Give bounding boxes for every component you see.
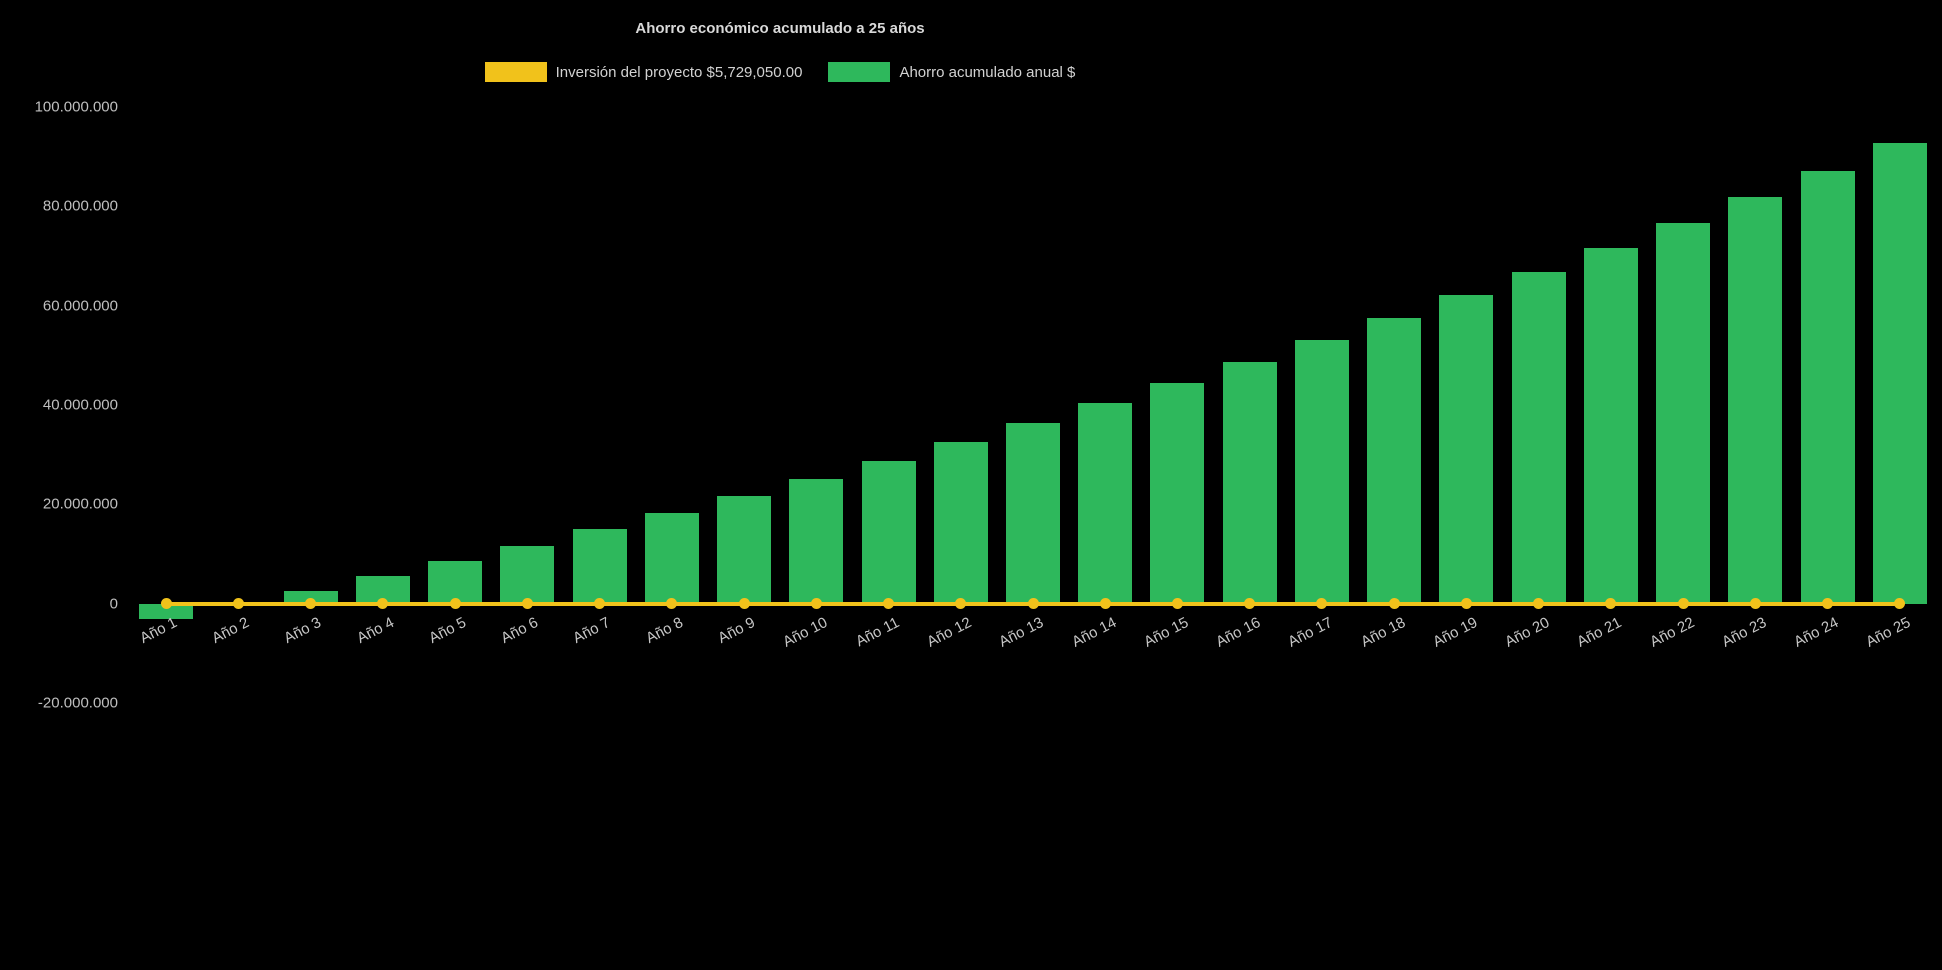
y-axis-tick-label: 100.000.000 (34, 98, 118, 116)
savings-bar[interactable] (789, 478, 844, 604)
investment-line-point[interactable] (1749, 598, 1761, 610)
savings-bar[interactable] (717, 495, 772, 604)
investment-line-point[interactable] (521, 598, 533, 610)
x-axis-label: Año 7 (570, 614, 614, 647)
x-axis-label: Año 16 (1213, 614, 1264, 651)
investment-line-point[interactable] (305, 598, 317, 610)
y-axis-tick-label: 0 (109, 595, 118, 613)
savings-bar[interactable] (1222, 361, 1277, 604)
investment-line-point[interactable] (1099, 598, 1111, 610)
y-axis-tick-label: 40.000.000 (42, 396, 118, 414)
savings-bar[interactable] (1367, 318, 1422, 604)
investment-line-point[interactable] (1822, 598, 1834, 610)
investment-line-point[interactable] (1460, 598, 1472, 610)
y-axis-tick-label: 20.000.000 (42, 495, 118, 513)
savings-bar[interactable] (1511, 271, 1566, 604)
investment-line-point[interactable] (232, 598, 244, 610)
savings-bar[interactable] (428, 560, 483, 604)
investment-line-point[interactable] (160, 598, 172, 610)
chart-legend: Inversión del proyecto $5,729,050.00 Aho… (0, 62, 1560, 82)
investment-line-point[interactable] (1894, 598, 1906, 610)
legend-label-savings: Ahorro acumulado anual $ (899, 63, 1076, 81)
savings-bar[interactable] (644, 512, 699, 604)
investment-line-point[interactable] (449, 598, 461, 610)
x-axis-label: Año 4 (353, 614, 397, 647)
savings-bar[interactable] (1872, 143, 1927, 604)
savings-bar[interactable] (1728, 196, 1783, 604)
x-axis-label: Año 24 (1791, 614, 1842, 651)
x-axis-label: Año 25 (1863, 614, 1914, 651)
x-axis-label: Año 13 (996, 614, 1047, 651)
investment-line-point[interactable] (1316, 598, 1328, 610)
x-axis-label: Año 10 (779, 614, 830, 651)
investment-line-point[interactable] (1677, 598, 1689, 610)
savings-bar[interactable] (283, 590, 338, 604)
investment-line-point[interactable] (594, 598, 606, 610)
x-axis-label: Año 6 (498, 614, 542, 647)
savings-bar[interactable] (1656, 222, 1711, 604)
x-axis-label: Año 18 (1357, 614, 1408, 651)
savings-bar[interactable] (861, 460, 916, 604)
savings-bar[interactable] (1078, 403, 1133, 604)
investment-line-point[interactable] (666, 598, 678, 610)
x-axis-label: Año 14 (1068, 614, 1119, 651)
investment-line-point[interactable] (377, 598, 389, 610)
savings-bar[interactable] (1150, 382, 1205, 604)
x-axis-label: Año 11 (853, 614, 903, 651)
legend-swatch-savings-icon (828, 62, 891, 82)
x-axis-label: Año 5 (426, 614, 469, 647)
investment-line-point[interactable] (955, 598, 967, 610)
x-axis-label: Año 17 (1285, 614, 1336, 651)
savings-bar[interactable] (1294, 340, 1349, 604)
savings-bar[interactable] (1583, 247, 1638, 604)
x-axis-label: Año 20 (1502, 614, 1553, 651)
x-axis-label: Año 22 (1646, 614, 1697, 651)
legend-swatch-investment-icon (484, 62, 547, 82)
y-axis-tick-label: 60.000.000 (42, 297, 118, 315)
x-axis-label: Año 8 (642, 614, 686, 647)
chart-title: Ahorro económico acumulado a 25 años (635, 20, 925, 37)
y-axis-tick-label: -20.000.000 (37, 694, 118, 712)
investment-line-point[interactable] (1244, 598, 1256, 610)
legend-item-investment[interactable]: Inversión del proyecto $5,729,050.00 (484, 62, 803, 82)
x-axis-label: Año 3 (281, 614, 325, 647)
savings-bar[interactable] (572, 529, 627, 604)
investment-line-point[interactable] (1533, 598, 1545, 610)
investment-line-point[interactable] (1605, 598, 1617, 610)
x-axis-label: Año 12 (924, 614, 975, 651)
investment-line-point[interactable] (1027, 598, 1039, 610)
x-axis-label: Año 23 (1719, 614, 1770, 651)
x-axis-label: Año 1 (137, 614, 180, 647)
x-axis-label: Año 9 (715, 614, 758, 647)
legend-item-savings[interactable]: Ahorro acumulado anual $ (828, 62, 1075, 82)
investment-line-point[interactable] (810, 598, 822, 610)
savings-bar[interactable] (933, 441, 988, 604)
y-axis-tick-label: 80.000.000 (42, 197, 118, 215)
investment-line-point[interactable] (738, 598, 750, 610)
savings-bar[interactable] (1006, 422, 1060, 604)
savings-bar[interactable] (500, 545, 555, 604)
x-axis-label: Año 15 (1141, 614, 1192, 651)
x-axis-label: Año 2 (209, 614, 253, 647)
investment-line-point[interactable] (1388, 598, 1400, 610)
investment-line-point[interactable] (883, 598, 895, 610)
savings-bar[interactable] (1439, 295, 1494, 604)
x-axis-label: Año 21 (1574, 614, 1625, 651)
x-axis-label: Año 19 (1430, 614, 1481, 651)
legend-label-investment: Inversión del proyecto $5,729,050.00 (555, 63, 803, 81)
savings-bar[interactable] (1800, 170, 1855, 604)
savings-bar[interactable] (139, 603, 194, 619)
investment-line-point[interactable] (1171, 598, 1183, 610)
